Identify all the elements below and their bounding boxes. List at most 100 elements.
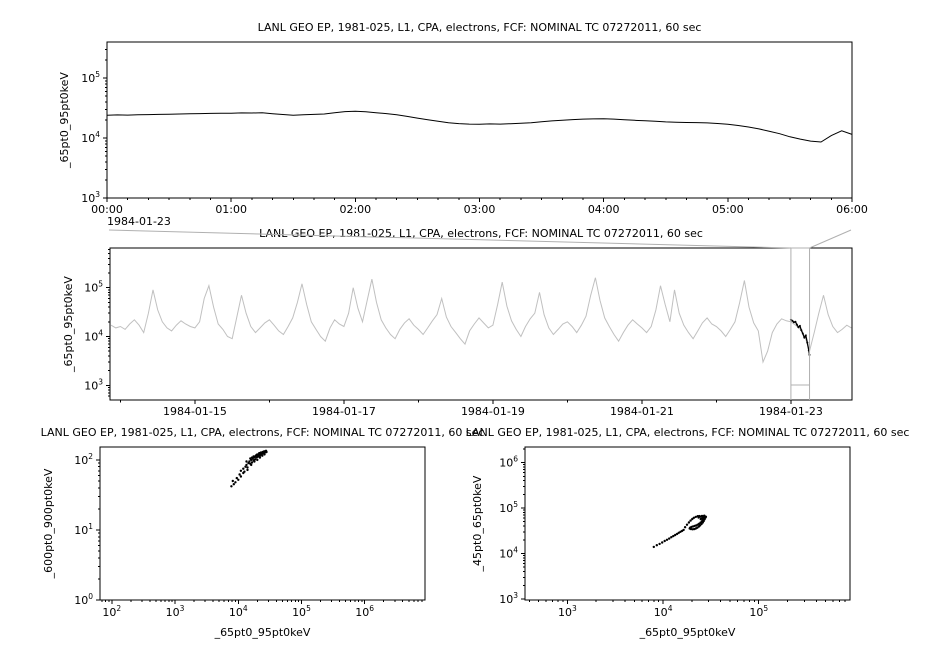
y-axis-label: _45pt0_65pt0keV bbox=[471, 475, 484, 572]
time-tick-label: 02:00 bbox=[339, 203, 371, 216]
time-tick-label: 00:00 bbox=[91, 203, 123, 216]
axis-tick-label: 102 bbox=[74, 452, 93, 467]
panel-detail-timeseries: LANL GEO EP, 1981-025, L1, CPA, electron… bbox=[58, 21, 868, 228]
scatter-point bbox=[692, 516, 696, 519]
context-connector-left bbox=[108, 229, 791, 249]
scatter-point bbox=[259, 452, 262, 455]
context-frame bbox=[109, 247, 853, 401]
highlight-point bbox=[795, 323, 798, 326]
scatter-point bbox=[239, 469, 243, 472]
scatter-point bbox=[239, 475, 243, 478]
axis-tick-label: 105 bbox=[749, 604, 768, 619]
highlight-point bbox=[803, 336, 806, 339]
date-tick-label: 1984-01-21 bbox=[610, 405, 674, 418]
axis-tick-label: 105 bbox=[81, 70, 100, 85]
scatter-point bbox=[697, 516, 700, 519]
scatter-point bbox=[230, 485, 233, 488]
panel-scatter-600-900-frame bbox=[99, 446, 426, 601]
scatter-point bbox=[253, 455, 257, 458]
x-axis-label: _65pt0_95pt0keV bbox=[214, 626, 311, 639]
panel-scatter-600-900-plot-area[interactable] bbox=[100, 447, 425, 600]
axis-tick-label: 104 bbox=[654, 604, 673, 619]
axis-tick-label: 103 bbox=[499, 591, 518, 606]
scatter-point bbox=[652, 545, 655, 549]
scatter-point bbox=[674, 533, 677, 537]
scatter-point bbox=[256, 458, 259, 462]
scatter-point bbox=[668, 537, 671, 540]
axis-tick-label: 104 bbox=[84, 328, 103, 343]
y-axis-label: _600pt0_900pt0keV bbox=[42, 468, 55, 579]
highlight-point bbox=[798, 324, 801, 327]
panel-context-timeseries: LANL GEO EP, 1981-025, L1, CPA, electron… bbox=[62, 227, 853, 418]
scatter-point bbox=[661, 541, 664, 544]
scatter-point bbox=[261, 454, 264, 457]
context-plot-area[interactable] bbox=[110, 248, 852, 400]
y-axis-label: _65pt0_95pt0keV bbox=[62, 276, 75, 373]
panel-scatter-45-65-frame bbox=[524, 446, 851, 601]
time-tick-label: 04:00 bbox=[588, 203, 620, 216]
detail-frame bbox=[106, 41, 853, 199]
axis-tick-label: 104 bbox=[81, 130, 100, 145]
panel-scatter-600-900: LANL GEO EP, 1981-025, L1, CPA, electron… bbox=[41, 426, 485, 639]
axis-tick-label: 103 bbox=[166, 604, 185, 619]
axis-tick-label: 105 bbox=[292, 604, 311, 619]
scatter-point bbox=[687, 521, 691, 524]
scatter-point bbox=[685, 523, 689, 526]
axis-tick-label: 105 bbox=[84, 280, 103, 295]
scatter-point bbox=[263, 453, 266, 456]
scatter-point bbox=[246, 466, 249, 469]
scatter-point bbox=[683, 526, 687, 529]
scatter-point bbox=[258, 456, 262, 459]
panel-scatter-45-65-plot-area[interactable] bbox=[525, 447, 850, 600]
x-axis-date-label: 1984-01-23 bbox=[107, 215, 171, 228]
scatter-point bbox=[704, 515, 708, 519]
context-connector-right bbox=[809, 229, 852, 249]
time-tick-label: 03:00 bbox=[464, 203, 496, 216]
scatter-point bbox=[256, 454, 260, 457]
axis-tick-label: 101 bbox=[74, 522, 93, 537]
x-axis-label: _65pt0_95pt0keV bbox=[639, 626, 736, 639]
context-series-line bbox=[110, 277, 852, 364]
scatter-point bbox=[672, 534, 675, 538]
date-tick-label: 1984-01-19 bbox=[461, 405, 525, 418]
axis-tick-label: 103 bbox=[84, 377, 103, 392]
scatter-point bbox=[250, 456, 254, 459]
date-tick-label: 1984-01-23 bbox=[759, 405, 823, 418]
highlight-point bbox=[804, 334, 807, 337]
context-overview-link bbox=[108, 229, 852, 400]
scatter-point bbox=[246, 468, 249, 472]
axis-tick-label: 100 bbox=[74, 592, 93, 607]
detail-series-line bbox=[106, 110, 853, 143]
scatter-point bbox=[689, 519, 692, 522]
scatter-point bbox=[238, 473, 241, 476]
time-tick-label: 06:00 bbox=[836, 203, 868, 216]
axis-tick-label: 106 bbox=[355, 604, 374, 619]
axis-tick-label: 103 bbox=[81, 190, 100, 205]
date-tick-label: 1984-01-15 bbox=[163, 405, 227, 418]
highlight-point bbox=[806, 341, 809, 344]
axis-tick-label: 106 bbox=[499, 455, 518, 470]
panel-scatter-45-65: LANL GEO EP, 1981-025, L1, CPA, electron… bbox=[466, 426, 910, 639]
scatter-point bbox=[242, 467, 245, 470]
scatter-point bbox=[670, 536, 673, 539]
scatter-point bbox=[235, 476, 238, 480]
detail-plot-area[interactable] bbox=[107, 42, 852, 198]
scatter-point bbox=[244, 465, 247, 468]
scatter-point bbox=[663, 539, 666, 543]
plot-title: LANL GEO EP, 1981-025, L1, CPA, electron… bbox=[259, 227, 703, 240]
scatter-point bbox=[248, 460, 251, 463]
plot-title: LANL GEO EP, 1981-025, L1, CPA, electron… bbox=[466, 426, 910, 439]
scatter-point bbox=[675, 532, 679, 536]
highlight-point bbox=[794, 320, 797, 323]
scatter-point bbox=[245, 463, 248, 467]
scatter-point bbox=[253, 458, 257, 461]
scatter-point bbox=[655, 544, 658, 547]
scatter-point bbox=[250, 463, 253, 467]
date-tick-label: 1984-01-17 bbox=[312, 405, 376, 418]
scatter-point bbox=[265, 450, 268, 454]
axis-tick-label: 105 bbox=[499, 500, 518, 515]
scatter-point bbox=[694, 515, 697, 519]
plot-title: LANL GEO EP, 1981-025, L1, CPA, electron… bbox=[41, 426, 485, 439]
